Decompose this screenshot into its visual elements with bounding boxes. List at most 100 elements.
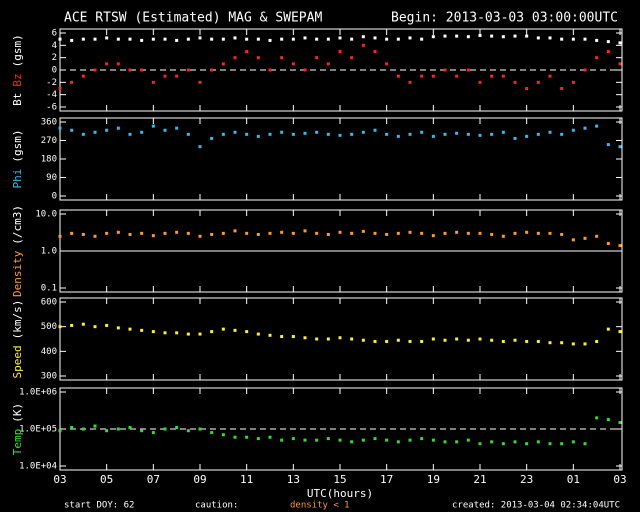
data-point [233, 130, 237, 134]
x-tick-label: 03 [53, 473, 66, 486]
data-point [606, 143, 610, 147]
data-point [571, 128, 575, 132]
legend-entry: Temp [11, 429, 24, 456]
data-point [175, 38, 179, 42]
panel-frame [59, 297, 623, 381]
data-point [326, 232, 330, 236]
legend-entry: Phi [11, 169, 24, 189]
data-point [291, 132, 295, 136]
data-point [385, 132, 389, 136]
data-point [560, 87, 564, 90]
data-point [198, 80, 202, 84]
data-point [478, 80, 482, 84]
y-tick-label: 360 [41, 118, 57, 128]
data-point [116, 126, 120, 130]
x-tick-label: 09 [193, 473, 206, 486]
data-point [478, 33, 482, 37]
data-point [93, 37, 97, 41]
data-point [303, 438, 307, 442]
data-point [58, 325, 62, 329]
data-point [105, 231, 109, 235]
data-point [443, 440, 447, 444]
data-point [151, 330, 155, 334]
data-point [501, 35, 505, 39]
data-point [256, 37, 260, 41]
y-tick-label: 600 [41, 298, 57, 308]
y-axis-unit: (gsm) [11, 34, 24, 67]
data-point [186, 332, 190, 336]
data-point [583, 126, 587, 130]
data-point [583, 236, 587, 240]
data-point [70, 80, 74, 84]
data-point [560, 442, 564, 446]
data-point [233, 229, 237, 233]
data-point [280, 37, 284, 41]
data-point [420, 339, 424, 343]
data-point [536, 231, 540, 235]
data-point [105, 429, 109, 433]
data-point [105, 62, 109, 66]
data-point [70, 38, 74, 42]
data-point [373, 36, 377, 40]
x-tick-label: 13 [287, 473, 300, 486]
data-point [408, 132, 412, 136]
data-point [116, 326, 120, 330]
legend-entry: Density [11, 250, 24, 297]
data-point [525, 442, 529, 446]
data-point [256, 437, 260, 441]
data-point [81, 74, 85, 78]
data-point [525, 34, 529, 38]
data-point [116, 62, 120, 66]
data-point [186, 231, 190, 235]
data-point [525, 134, 529, 138]
x-axis-label: UTC(hours) [307, 487, 373, 500]
data-point [210, 68, 214, 72]
data-point [338, 230, 342, 234]
data-point [245, 37, 249, 41]
data-point [210, 330, 214, 334]
data-point [221, 327, 225, 331]
data-point [140, 68, 144, 72]
data-point [338, 50, 342, 53]
data-point [466, 231, 470, 235]
y-axis-label: Speed (km/s) [11, 300, 24, 379]
data-point [315, 56, 319, 60]
data-point [151, 431, 155, 435]
data-point [361, 229, 365, 233]
data-point [490, 232, 494, 236]
data-point [175, 126, 179, 130]
data-point [151, 124, 155, 128]
data-point [618, 330, 622, 334]
data-point [245, 435, 249, 439]
data-point [128, 425, 132, 429]
data-point [175, 425, 179, 429]
data-point [338, 36, 342, 40]
data-point [525, 230, 529, 234]
data-point [128, 37, 132, 41]
data-point [420, 231, 424, 235]
data-point [513, 231, 517, 235]
data-point [151, 80, 155, 84]
panel-frame [59, 117, 623, 201]
data-point [443, 132, 447, 136]
data-point [140, 38, 144, 42]
y-tick-label: -6 [46, 103, 57, 113]
data-point [186, 37, 190, 41]
data-point [361, 35, 365, 39]
x-tick-label: 17 [380, 473, 393, 486]
data-point [198, 332, 202, 336]
data-point [140, 328, 144, 332]
data-point [128, 232, 132, 236]
data-point [396, 231, 400, 235]
data-point [373, 437, 377, 441]
data-point [536, 440, 540, 444]
data-point [175, 331, 179, 335]
data-point [338, 336, 342, 340]
data-point [268, 333, 272, 337]
data-point [315, 130, 319, 134]
data-point [291, 37, 295, 41]
data-point [163, 74, 167, 78]
data-point [478, 442, 482, 446]
data-point [431, 234, 435, 238]
